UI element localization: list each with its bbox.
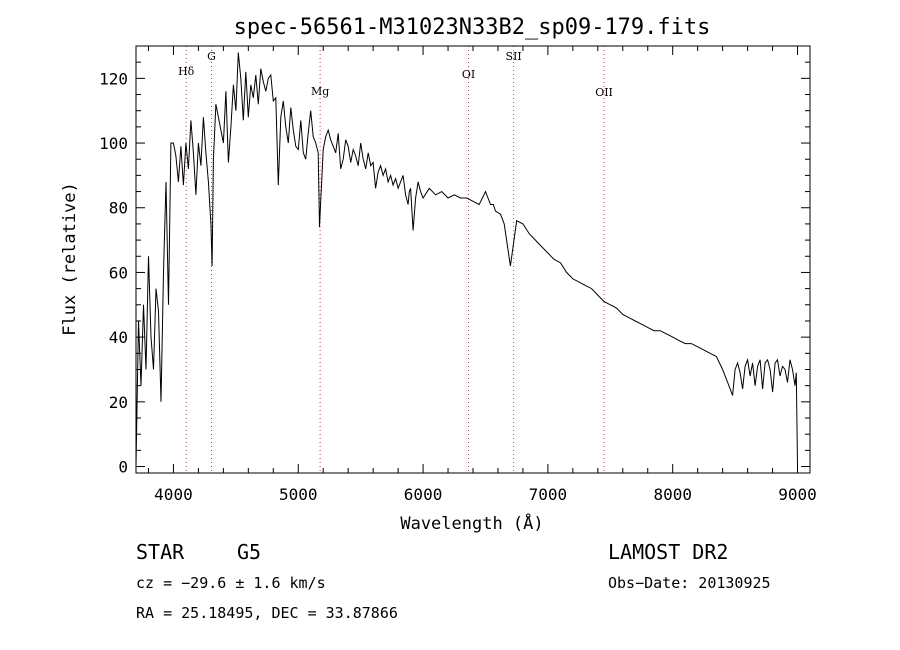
spectral-line-label: G [207,50,216,63]
spectrum-line [135,52,798,467]
x-tick-label: 5000 [279,485,318,504]
chart-title: spec-56561-M31023N33B2_sp09-179.fits [234,15,711,40]
redshift-cz: cz = −29.6 ± 1.6 km/s [136,574,326,592]
observation-date: Obs−Date: 20130925 [608,574,771,592]
coordinates: RA = 25.18495, DEC = 33.87866 [136,604,398,622]
x-axis-label: Wavelength (Å) [400,512,543,534]
spectrum-chart: spec-56561-M31023N33B2_sp09-179.fits Hδ G… [60,15,817,534]
spectral-line-label: OI [462,68,475,81]
spectral-line-label: Mg [311,85,329,98]
y-tick-label: 20 [109,393,128,412]
x-tick-label: 7000 [529,485,568,504]
plot-frame [135,45,811,474]
object-subclass: G5 [237,540,262,564]
spectral-line-label: SII [505,50,521,63]
spectral-line-label: Hδ [178,65,195,78]
y-tick-label: 0 [118,458,128,477]
y-tick-label: 40 [109,328,128,347]
x-tick-label: 8000 [653,485,692,504]
spectral-line-markers: Hδ G Mg OI SII OII [178,46,613,473]
spectral-line-label: OII [595,86,613,99]
y-tick-label: 80 [109,199,128,218]
survey-name: LAMOST DR2 [608,540,729,564]
y-tick-label: 100 [99,134,128,153]
x-tick-label: 9000 [778,485,817,504]
y-axis-label: Flux (relative) [60,182,80,336]
y-tick-label: 60 [109,263,128,282]
y-tick-label: 120 [99,69,128,88]
x-tick-label: 4000 [154,485,193,504]
object-type: STAR [136,540,185,564]
axis-ticks: 4000 5000 6000 7000 8000 9000 0 20 40 60 80 100 120 [99,46,817,504]
x-tick-label: 6000 [404,485,443,504]
